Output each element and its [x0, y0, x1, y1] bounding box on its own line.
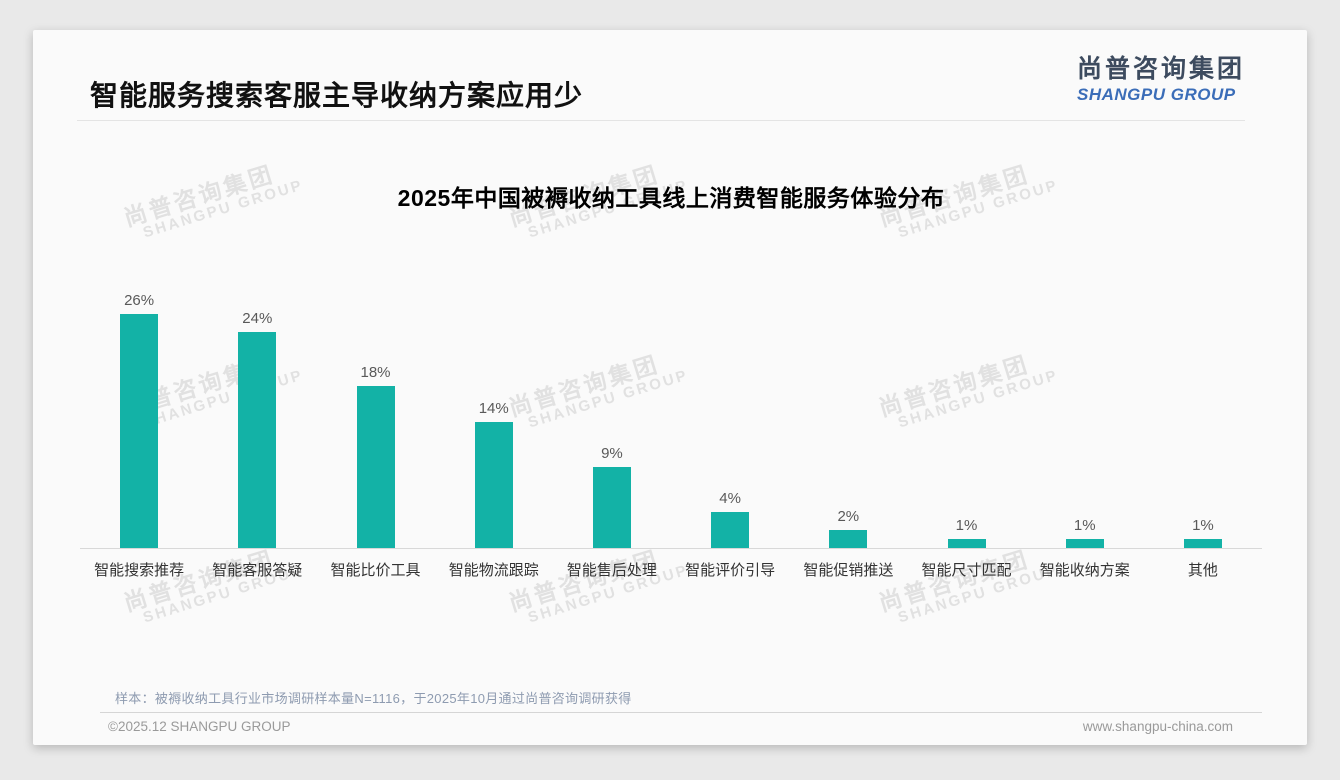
bar-value-label: 1%	[1073, 517, 1096, 534]
bar-value-label: 9%	[601, 445, 623, 462]
slide-card: 尚普咨询集团 SHANGPU GROUP 尚普咨询集团 SHANGPU GROUP 尚普…	[33, 30, 1307, 745]
x-axis-label: 智能促销推送	[803, 562, 894, 579]
sample-note: 样本：被褥收纳工具行业市场调研样本量N=1116，于2025年10月通过尚普咨询…	[115, 691, 632, 706]
bar	[120, 314, 159, 548]
x-axis-label: 智能售后处理	[566, 562, 657, 579]
bar	[1065, 539, 1104, 548]
x-axis-label: 智能收纳方案	[1039, 562, 1130, 579]
bar	[711, 512, 750, 548]
bar	[474, 422, 513, 548]
bar	[238, 332, 277, 548]
bar-value-label: 1%	[1192, 517, 1214, 534]
bar	[947, 539, 986, 548]
x-axis-label: 智能客服答疑	[212, 562, 303, 579]
x-axis-label: 智能物流跟踪	[448, 562, 539, 579]
footer-website: www.shangpu-china.com	[1082, 719, 1233, 734]
bar-value-label: 18%	[360, 364, 391, 381]
x-axis-label: 智能评价引导	[685, 562, 776, 579]
bar-value-label: 14%	[478, 400, 509, 417]
x-axis-label: 其他	[1187, 562, 1218, 579]
company-logo: 尚普咨询集团 SHANGPU GROUP	[1076, 55, 1245, 104]
watermark: 尚普咨询集团 SHANGPU GROUP	[876, 539, 1061, 631]
bar-value-label: 26%	[124, 292, 155, 309]
chart-title: 2025年中国被褥收纳工具线上消费智能服务体验分布	[397, 185, 945, 211]
footer-copyright: ©2025.12 SHANGPU GROUP	[108, 719, 291, 734]
bar-slot: 4%	[671, 490, 789, 548]
plot-area: 26% 24% 18% 14% 9% 4% 2% 1% 1% 1%	[80, 212, 1262, 549]
bar-slot: 24%	[198, 310, 316, 548]
bar-value-label: 4%	[719, 490, 741, 507]
bar-slot: 1%	[1144, 517, 1262, 548]
bar-slot: 2%	[789, 508, 907, 548]
bar-value-label: 24%	[242, 310, 273, 327]
header-divider	[77, 120, 1245, 121]
bar	[829, 530, 868, 548]
watermark: 尚普咨询集团 SHANGPU GROUP	[121, 539, 306, 631]
x-axis-labels: 智能搜索推荐 智能客服答疑 智能比价工具 智能物流跟踪 智能售后处理 智能评价引导 智能促销…	[80, 559, 1262, 580]
bar-slot: 14%	[435, 400, 553, 548]
bar-value-label: 1%	[955, 517, 978, 534]
bar	[356, 386, 395, 548]
logo-english-text: SHANGPU GROUP	[1076, 84, 1236, 104]
bar	[1183, 539, 1222, 548]
bar	[592, 467, 631, 548]
page-title: 智能服务搜索客服主导收纳方案应用少	[90, 80, 584, 111]
bar-value-label: 2%	[837, 508, 860, 525]
logo-chinese-text: 尚普咨询集团	[1076, 55, 1245, 83]
x-axis-label: 智能比价工具	[330, 562, 421, 579]
bar-slot: 18%	[316, 364, 434, 548]
bar-slot: 26%	[80, 292, 198, 548]
x-axis-label: 智能搜索推荐	[94, 562, 185, 579]
x-axis-label: 智能尺寸匹配	[921, 562, 1012, 579]
bar-slot: 1%	[1026, 517, 1144, 548]
watermark: 尚普咨询集团 SHANGPU GROUP	[506, 539, 691, 631]
bar-slot: 9%	[553, 445, 671, 548]
footer-divider	[100, 712, 1262, 713]
footer: ©2025.12 SHANGPU GROUP www.shangpu-china…	[33, 719, 1307, 734]
bar-slot: 1%	[907, 517, 1025, 548]
